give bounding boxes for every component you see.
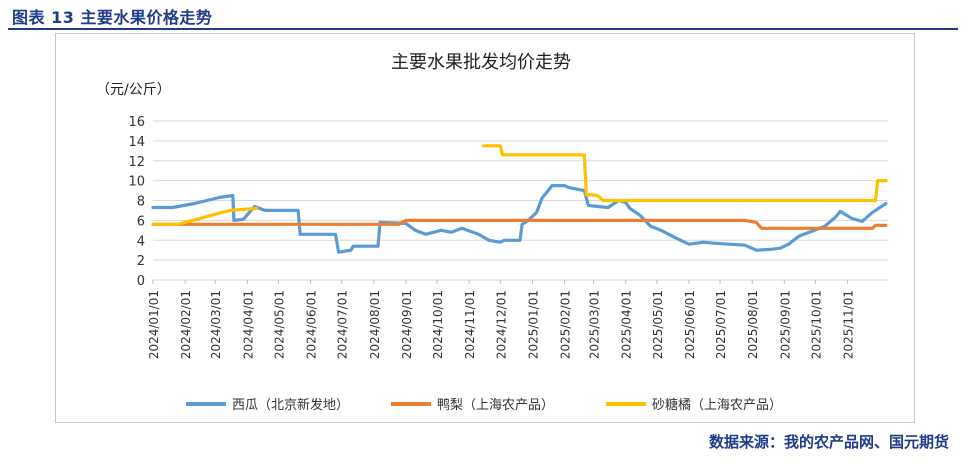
series-lines [151,144,888,254]
y-tick-label: 6 [137,214,145,229]
legend-label-1: 鸭梨（上海农产品） [437,398,554,413]
x-tick-label: 2024/09/01 [400,290,414,359]
y-tick-label: 14 [128,135,145,150]
y-tick-label: 8 [137,195,145,210]
x-tick-label: 2025/01/01 [526,290,540,359]
x-tick-label: 2024/10/01 [431,290,445,359]
y-tick-label: 10 [128,175,145,190]
legend-label-0: 西瓜（北京新发地） [232,397,349,413]
x-tick-label: 2024/03/01 [209,290,223,359]
x-tick-label: 2025/10/01 [809,290,823,359]
x-tick-label: 2024/11/01 [463,290,477,359]
gridlines [153,120,888,281]
chart-title: 主要水果批发均价走势 [391,52,571,73]
x-tick-label: 2025/05/01 [651,290,665,359]
x-tick-label: 2025/02/01 [559,290,573,359]
x-tick-label: 2024/06/01 [305,290,319,359]
x-tick-label: 2025/11/01 [842,290,856,359]
x-tick-label: 2024/02/01 [179,290,193,359]
x-tick-label: 2025/09/01 [778,290,792,359]
y-tick-labels: 0 2 4 6 8 10 12 14 16 [128,115,145,289]
x-tick-label: 2024/05/01 [272,290,286,359]
y-tick-label: 4 [137,234,145,249]
y-tick-label: 16 [128,115,145,130]
x-tick-label: 2025/06/01 [683,290,697,359]
x-tick-label: 2025/04/01 [620,290,634,359]
x-tick-label: 2024/01/01 [147,290,161,359]
series-line-2 [151,144,888,226]
title-divider [8,28,958,30]
y-tick-label: 12 [128,155,145,170]
x-tick-label: 2025/07/01 [714,290,728,359]
line-chart: 主要水果批发均价走势 （元/公斤） 0 2 4 6 8 10 12 14 16 2024/01/… [96,52,888,413]
y-axis-unit: （元/公斤） [96,82,171,98]
x-tick-label: 2024/08/01 [368,290,382,359]
y-tick-label: 2 [137,254,145,269]
x-tick-label: 2024/04/01 [241,290,255,359]
series-line-1 [151,218,888,230]
data-source: 数据来源：我的农产品网、国元期货 [708,433,949,451]
x-tick-label: 2024/12/01 [494,290,508,359]
series-line-0 [151,184,888,254]
legend: 西瓜（北京新发地） 鸭梨（上海农产品） 砂糖橘（上海农产品） [186,397,782,413]
figure-title: 图表 13 主要水果价格走势 [12,8,213,27]
x-tick-labels: 2024/01/01 2024/02/01 2024/03/01 2024/04/01… [147,280,856,359]
chart-frame: 主要水果批发均价走势 （元/公斤） 0 2 4 6 8 10 12 14 16 2024/01/… [55,33,915,423]
y-tick-label: 0 [137,274,145,289]
x-tick-label: 2024/07/01 [336,290,350,359]
x-tick-label: 2025/03/01 [588,290,602,359]
x-tick-label: 2025/08/01 [746,290,760,359]
legend-label-2: 砂糖橘（上海农产品） [652,397,782,413]
